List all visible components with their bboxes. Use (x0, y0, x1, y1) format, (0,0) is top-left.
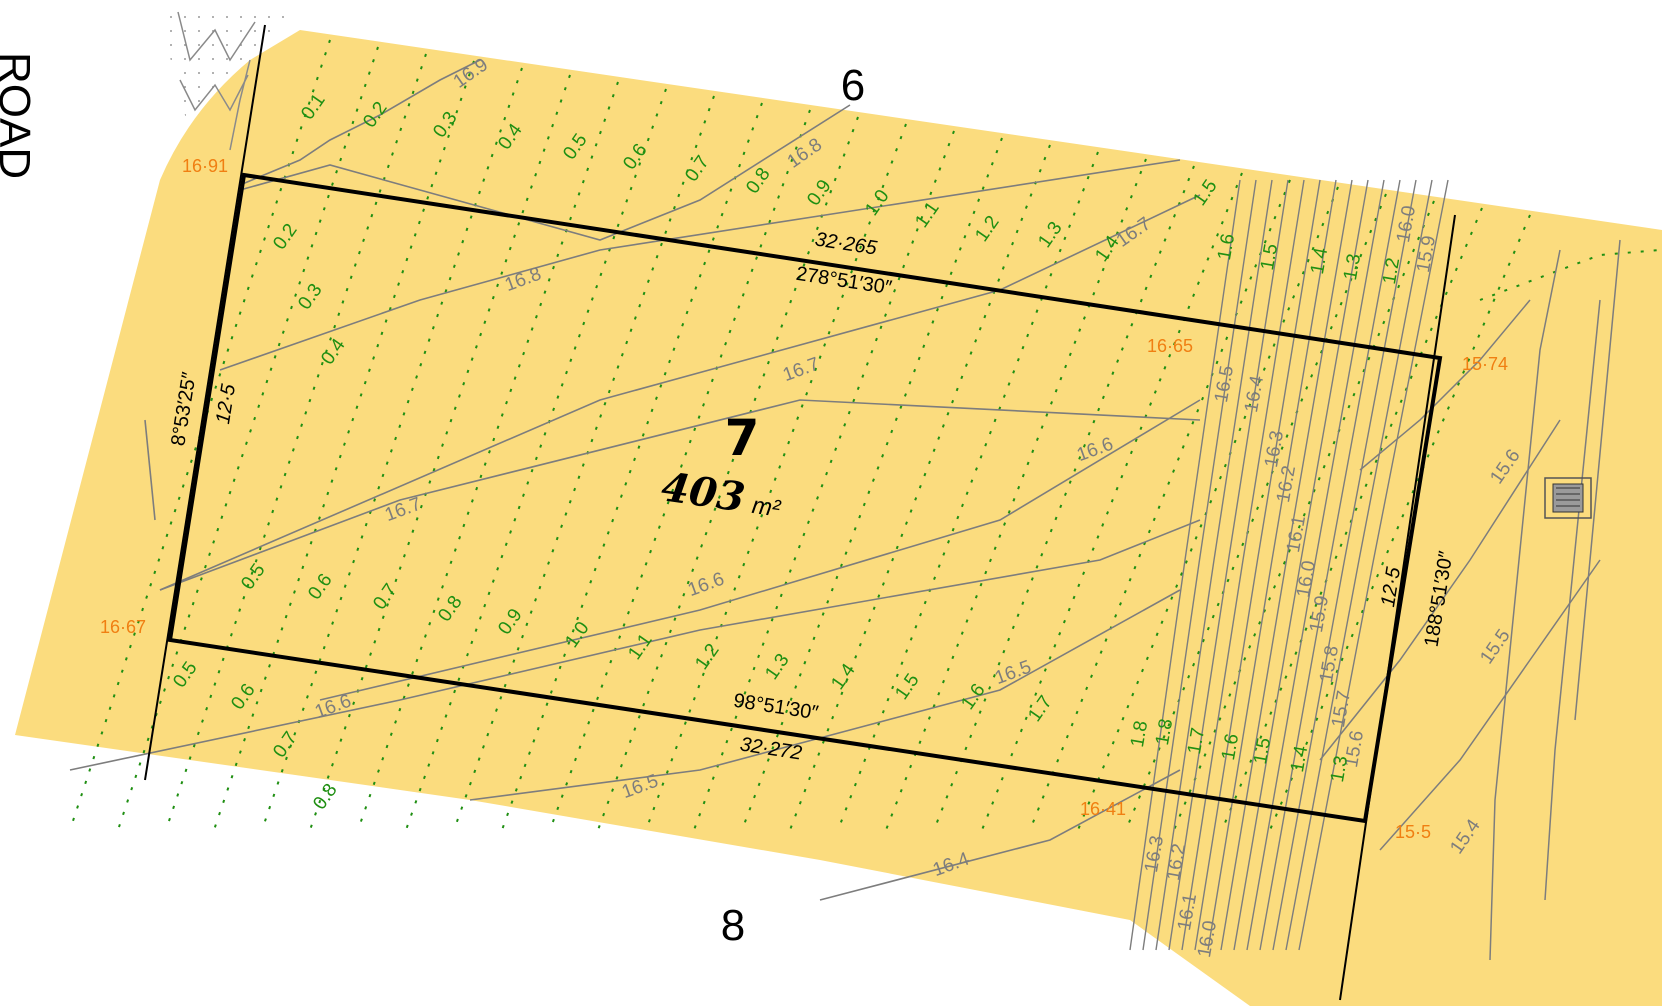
batter-cut-fill-label: 1.4 (1287, 744, 1312, 774)
cut-fill-dotted-lines (69, 39, 1661, 831)
batter-cut-fill-label: 1.8 (1127, 719, 1152, 749)
verge-detail-lines (177, 11, 256, 151)
drainage-pit-icon (1544, 477, 1592, 519)
cut-fill-line (405, 88, 667, 831)
lot-number: 7 (725, 409, 760, 467)
batter-contour (1298, 179, 1449, 951)
batter-cut-fill-label: 1.8 (1152, 717, 1177, 747)
cut-fill-line (933, 165, 1195, 831)
batter-contour (1142, 179, 1257, 951)
batter-contour (1246, 179, 1385, 951)
batter-cut-fill-label: 1.5 (1250, 736, 1275, 766)
cut-fill-line (213, 60, 475, 831)
batter-cut-fill-label: 1.3 (1327, 754, 1352, 784)
adjacent-lot-6-label: 6 (841, 61, 865, 110)
batter-cut-fill-label: 1.3 (1340, 252, 1365, 282)
cut-fill-line (549, 109, 811, 831)
lot-area-unit: m² (750, 492, 782, 523)
cut-fill-label: 0.8 (309, 780, 341, 814)
batter-contour-lines (1129, 179, 1449, 951)
batter-cut-fill-label: 1.5 (1257, 242, 1282, 272)
spot-level-ne-outer: 15·74 (1462, 354, 1508, 374)
batter-cut-fill-label: 1.6 (1218, 732, 1243, 762)
batter-contour (1155, 179, 1273, 951)
batter-cut-fill-label: 1.6 (1214, 232, 1239, 262)
neighbour-boundaries (144, 24, 1456, 1001)
lot-7-boundary (167, 172, 1443, 824)
lot-area-value: 403 (659, 463, 748, 521)
batter-contour (1220, 179, 1353, 951)
contour-lines (69, 59, 1201, 901)
lot-area: 403 m² (659, 463, 783, 523)
batter-contour (1129, 179, 1241, 951)
batter-contour (1233, 179, 1369, 951)
cut-fill-line (789, 144, 1051, 831)
batter-contour (1272, 179, 1417, 951)
cut-fill-line (1173, 200, 1435, 831)
batter-cut-fill-label: 1.7 (1184, 726, 1209, 756)
spot-level-ne-inner: 16·65 (1147, 336, 1193, 356)
cut-fill-line (1221, 207, 1483, 831)
east-contour-lines (1319, 239, 1621, 961)
batter-contour (1181, 179, 1305, 951)
batter-contour (1285, 179, 1433, 951)
spot-level-se-outer: 15·5 (1395, 822, 1431, 842)
adjacent-lot-8-label: 8 (721, 901, 745, 950)
batter-contour (1207, 179, 1337, 951)
cut-fill-line (309, 74, 571, 831)
cut-fill-line (1125, 193, 1387, 831)
spot-level-se-inner: 16·41 (1080, 799, 1126, 819)
road-label: ROAD (0, 52, 39, 179)
batter-cut-fill-label: 1.4 (1307, 246, 1332, 276)
batter-contour (1168, 179, 1289, 951)
cut-fill-line (645, 123, 907, 831)
cut-fill-line (597, 116, 859, 831)
batter-contour (1259, 179, 1401, 951)
cut-fill-line (981, 172, 1243, 831)
batter-cut-fill-label: 1.2 (1379, 256, 1404, 286)
spot-level-sw: 16·67 (100, 617, 146, 637)
cut-fill-line (885, 158, 1147, 831)
cut-fill-line (357, 81, 619, 831)
batter-contour (1194, 179, 1321, 951)
spot-level-nw: 16·91 (182, 156, 228, 176)
